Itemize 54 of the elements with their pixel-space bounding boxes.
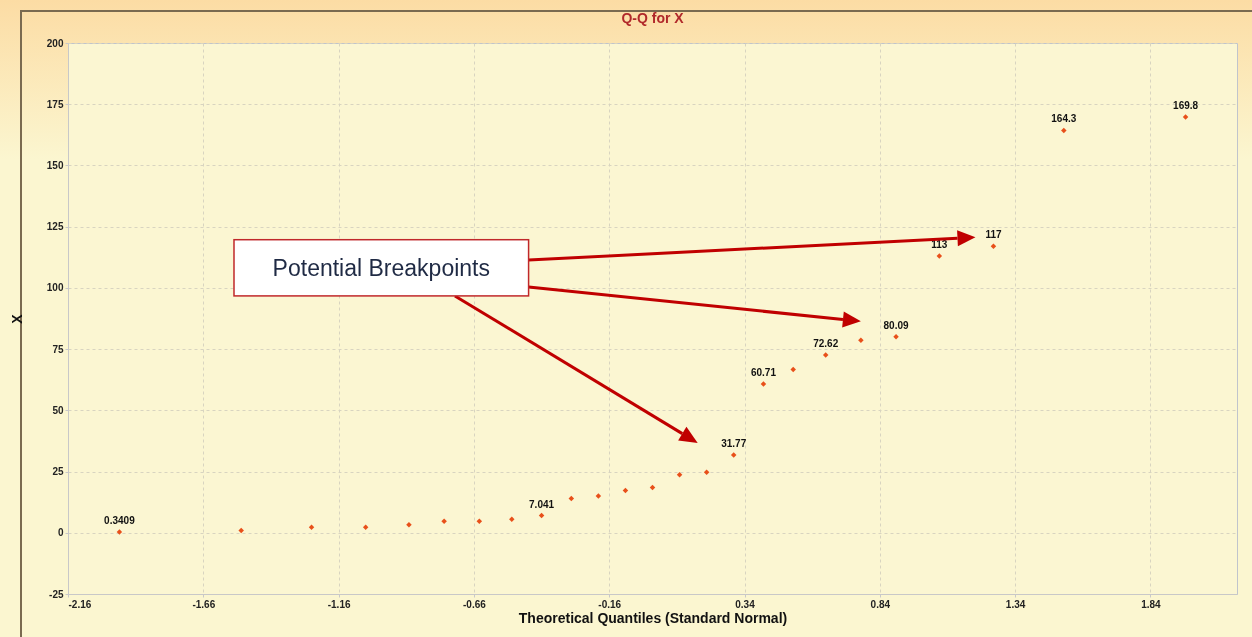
x-tick-label: 1.34 (1005, 598, 1026, 610)
point (730, 452, 737, 458)
data-label: 72.62 (813, 337, 839, 349)
point (595, 493, 602, 499)
point (990, 243, 997, 249)
data-label: 7.041 (529, 498, 555, 510)
data-label: 80.09 (883, 319, 909, 331)
y-tick-label: 150 (46, 159, 64, 171)
point (936, 253, 943, 259)
point (703, 469, 710, 476)
x-tick-label: -2.16 (68, 598, 92, 610)
chart-title: Q-Q for X (621, 10, 685, 26)
point (238, 527, 244, 534)
point (760, 381, 767, 387)
point (476, 518, 483, 525)
x-axis-title: Theoretical Quantiles (Standard Normal) (518, 609, 788, 626)
point (406, 521, 412, 528)
point (1061, 127, 1067, 134)
x-tick-label: 0.84 (870, 598, 891, 610)
point (509, 516, 515, 523)
y-tick-label: 50 (52, 404, 64, 416)
point (362, 524, 369, 530)
point (1182, 114, 1189, 120)
x-tick-label: -1.16 (327, 598, 351, 610)
point (676, 472, 683, 478)
data-label: 169.8 (1173, 99, 1199, 111)
point (308, 524, 315, 530)
point (822, 352, 829, 358)
y-tick-label: 0 (57, 527, 64, 539)
y-tick-label: 100 (46, 282, 64, 294)
y-tick-label: -25 (49, 588, 64, 600)
y-tick-label: 25 (52, 466, 64, 478)
data-label: 0.3409 (104, 514, 136, 526)
data-label: 31.77 (721, 437, 747, 449)
x-tick-label: -1.66 (192, 598, 216, 610)
x-tick-label: -0.66 (463, 598, 487, 610)
x-tick-label: 0.34 (735, 598, 756, 610)
point (116, 529, 123, 535)
data-label: 164.3 (1051, 113, 1077, 125)
point (858, 337, 864, 344)
x-tick-label: -0.16 (598, 598, 622, 610)
data-label: 113 (931, 239, 948, 251)
y-tick-label: 175 (46, 98, 64, 110)
point (790, 366, 796, 373)
data-label: 60.71 (750, 367, 777, 379)
y-tick-label: 75 (52, 343, 64, 355)
y-tick-label: 125 (46, 221, 64, 233)
x-tick-label: 1.84 (1141, 598, 1162, 610)
y-tick-label: 200 (46, 37, 64, 49)
data-label: 117 (985, 229, 1002, 241)
annotation: Potential Breakpoints (272, 254, 490, 281)
point (893, 333, 899, 340)
point (441, 518, 447, 525)
y-axis-title: X (8, 313, 25, 324)
